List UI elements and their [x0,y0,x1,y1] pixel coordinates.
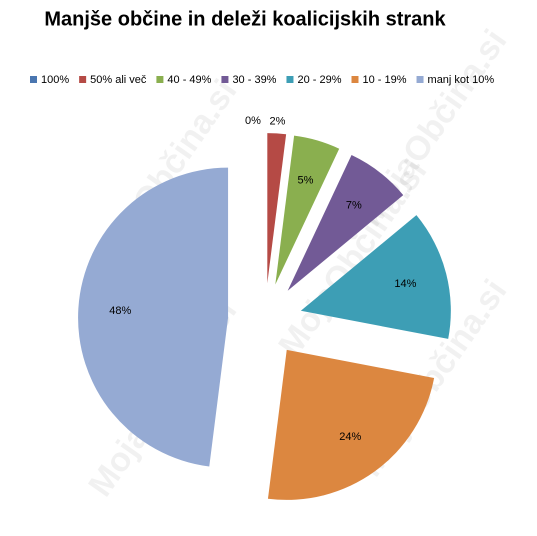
data-label: 24% [339,431,361,443]
legend-label: manj kot 10% [428,74,495,86]
pie-slice [300,215,451,339]
pie-slice [275,135,340,285]
data-label: 7% [346,199,362,211]
pie-slice [287,155,404,291]
legend-swatch [30,76,37,83]
pie-slice [267,133,287,284]
legend-swatch [79,76,87,83]
legend-label: 100% [41,74,69,86]
data-label: 5% [298,175,314,187]
legend-label: 30 - 39% [232,74,276,86]
chart-title: Manjše občine in deleži koalicijskih str… [44,8,446,30]
legend-label: 20 - 29% [297,74,341,86]
legend-label: 40 - 49% [167,74,211,86]
pie-slice [78,167,229,467]
legend-swatch [221,76,229,83]
legend-swatch [416,76,424,83]
pie-slice [267,349,435,500]
legend-label: 10 - 19% [363,74,407,86]
legend-swatch [351,76,359,83]
data-label: 14% [394,278,416,290]
legend-label: 50% ali več [90,74,147,86]
legend-swatch [156,76,164,83]
data-label: 2% [270,115,286,127]
data-label: 48% [109,305,131,317]
data-label: 0% [245,115,261,127]
legend-swatch [286,76,294,83]
